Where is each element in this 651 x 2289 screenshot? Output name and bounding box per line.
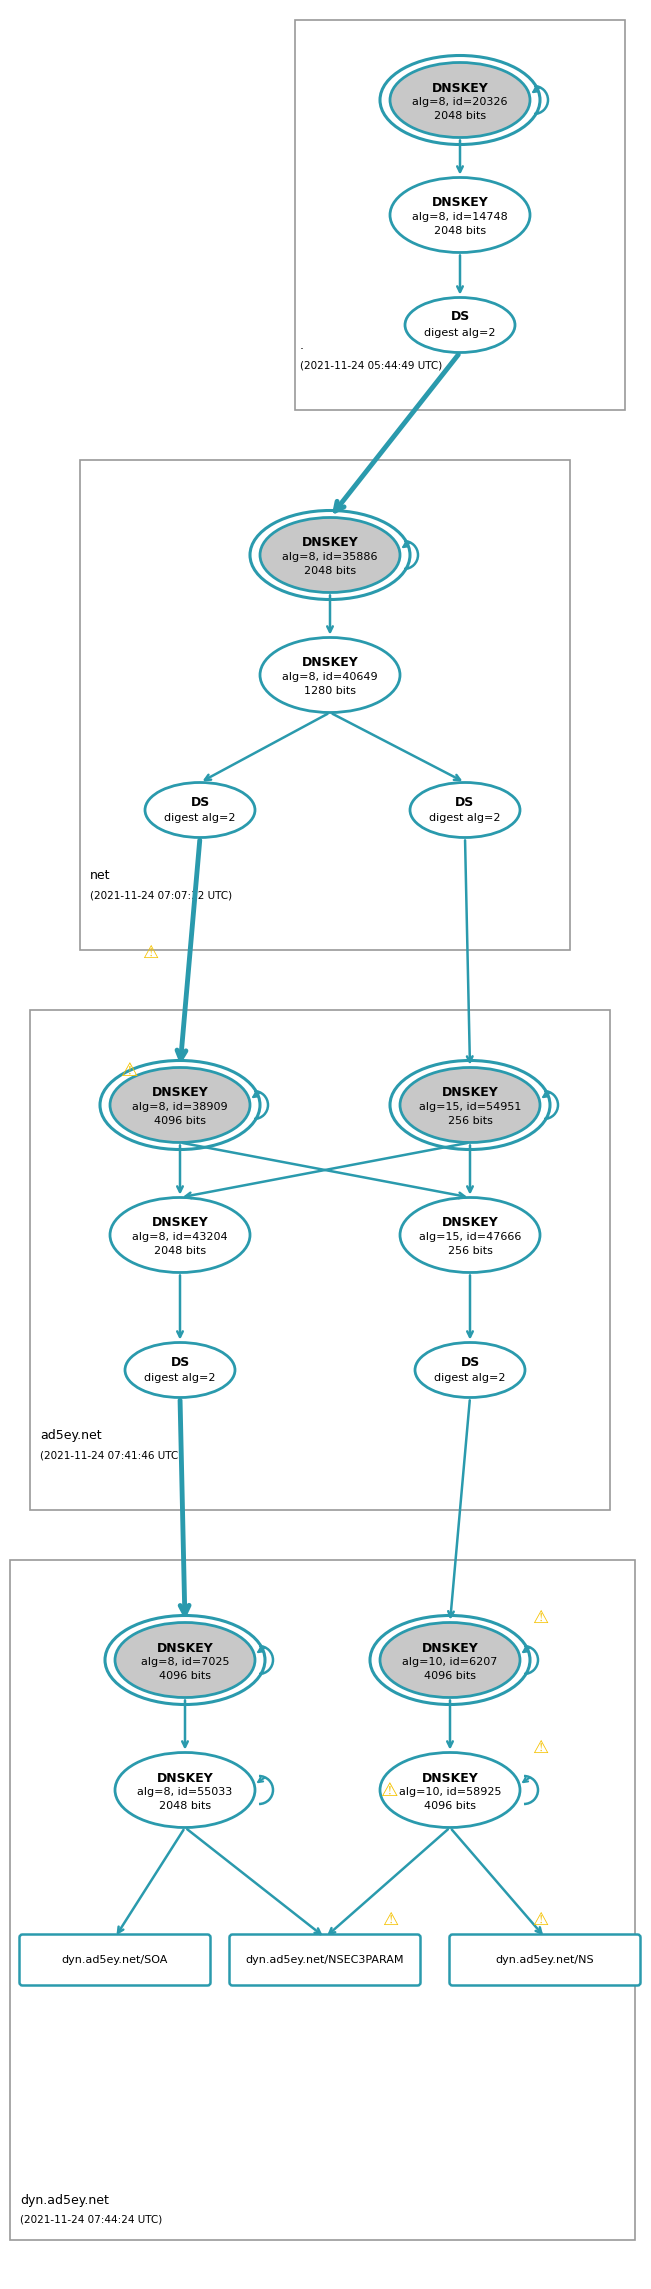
Bar (295, 21, 625, 410)
Text: DNSKEY: DNSKEY (157, 1772, 214, 1785)
Text: dyn.ad5ey.net/NSEC3PARAM: dyn.ad5ey.net/NSEC3PARAM (245, 1955, 404, 1964)
Text: DNSKEY: DNSKEY (152, 1215, 208, 1229)
Ellipse shape (110, 1197, 250, 1273)
Ellipse shape (115, 1623, 255, 1698)
Ellipse shape (115, 1753, 255, 1827)
Text: alg=8, id=43204: alg=8, id=43204 (132, 1231, 228, 1243)
Text: alg=8, id=40649: alg=8, id=40649 (282, 673, 378, 682)
Text: alg=8, id=38909: alg=8, id=38909 (132, 1101, 228, 1112)
Text: DNSKEY: DNSKEY (422, 1641, 478, 1655)
Ellipse shape (405, 298, 515, 353)
Text: 2048 bits: 2048 bits (434, 227, 486, 236)
Text: alg=10, id=58925: alg=10, id=58925 (399, 1788, 501, 1797)
FancyBboxPatch shape (20, 1934, 210, 1985)
Text: digest alg=2: digest alg=2 (429, 813, 501, 824)
Text: ⚠: ⚠ (142, 943, 158, 961)
Text: ⚠: ⚠ (532, 1911, 548, 1930)
Bar (10, 1561, 635, 2241)
Ellipse shape (260, 639, 400, 712)
Ellipse shape (400, 1197, 540, 1273)
Text: (2021-11-24 05:44:49 UTC): (2021-11-24 05:44:49 UTC) (300, 359, 442, 371)
Text: alg=8, id=14748: alg=8, id=14748 (412, 213, 508, 222)
Text: DS: DS (171, 1355, 189, 1369)
FancyBboxPatch shape (230, 1934, 421, 1985)
Text: 4096 bits: 4096 bits (154, 1117, 206, 1126)
Text: digest alg=2: digest alg=2 (424, 327, 496, 339)
Text: 1280 bits: 1280 bits (304, 687, 356, 696)
Text: alg=10, id=6207: alg=10, id=6207 (402, 1657, 497, 1666)
Text: DNSKEY: DNSKEY (441, 1215, 499, 1229)
Text: DS: DS (460, 1355, 480, 1369)
Text: dyn.ad5ey.net/NS: dyn.ad5ey.net/NS (495, 1955, 594, 1964)
Ellipse shape (390, 62, 530, 137)
Text: digest alg=2: digest alg=2 (434, 1373, 506, 1383)
Text: DNSKEY: DNSKEY (432, 82, 488, 94)
Ellipse shape (260, 517, 400, 593)
Ellipse shape (415, 1344, 525, 1399)
Ellipse shape (110, 1067, 250, 1142)
Text: net: net (90, 870, 111, 881)
Text: alg=15, id=54951: alg=15, id=54951 (419, 1101, 521, 1112)
Text: 256 bits: 256 bits (448, 1245, 492, 1257)
Text: 4096 bits: 4096 bits (424, 1801, 476, 1811)
Text: alg=8, id=7025: alg=8, id=7025 (141, 1657, 229, 1666)
Text: .: . (300, 339, 304, 353)
Bar (80, 460, 570, 950)
Text: digest alg=2: digest alg=2 (164, 813, 236, 824)
Ellipse shape (125, 1344, 235, 1399)
Text: dyn.ad5ey.net: dyn.ad5ey.net (20, 2193, 109, 2207)
Text: ⚠: ⚠ (532, 1609, 548, 1627)
Bar (30, 1009, 610, 1511)
Text: 4096 bits: 4096 bits (159, 1671, 211, 1680)
Text: ad5ey.net: ad5ey.net (40, 1428, 102, 1442)
Text: DS: DS (450, 311, 469, 323)
Ellipse shape (410, 783, 520, 838)
Text: 2048 bits: 2048 bits (304, 565, 356, 577)
Text: ⚠: ⚠ (121, 1060, 139, 1080)
Text: 2048 bits: 2048 bits (159, 1801, 211, 1811)
Text: DNSKEY: DNSKEY (422, 1772, 478, 1785)
Text: (2021-11-24 07:41:46 UTC): (2021-11-24 07:41:46 UTC) (40, 1449, 182, 1460)
Ellipse shape (400, 1067, 540, 1142)
FancyBboxPatch shape (449, 1934, 641, 1985)
Text: DNSKEY: DNSKEY (432, 197, 488, 211)
Ellipse shape (380, 1753, 520, 1827)
Text: 2048 bits: 2048 bits (154, 1245, 206, 1257)
Text: dyn.ad5ey.net/SOA: dyn.ad5ey.net/SOA (62, 1955, 168, 1964)
Text: DS: DS (456, 797, 475, 808)
Text: alg=8, id=55033: alg=8, id=55033 (137, 1788, 232, 1797)
Ellipse shape (380, 1623, 520, 1698)
Text: 4096 bits: 4096 bits (424, 1671, 476, 1680)
Text: DNSKEY: DNSKEY (157, 1641, 214, 1655)
Ellipse shape (390, 179, 530, 252)
Text: alg=8, id=20326: alg=8, id=20326 (412, 96, 508, 108)
Text: DNSKEY: DNSKEY (301, 657, 358, 668)
Text: DNSKEY: DNSKEY (441, 1087, 499, 1099)
Text: DNSKEY: DNSKEY (152, 1087, 208, 1099)
Text: ⚠: ⚠ (382, 1911, 398, 1930)
Text: alg=15, id=47666: alg=15, id=47666 (419, 1231, 521, 1243)
Text: DS: DS (190, 797, 210, 808)
Text: digest alg=2: digest alg=2 (145, 1373, 215, 1383)
Text: 2048 bits: 2048 bits (434, 110, 486, 121)
Text: (2021-11-24 07:07:32 UTC): (2021-11-24 07:07:32 UTC) (90, 890, 232, 900)
Text: ⚠: ⚠ (381, 1781, 399, 1799)
Text: ⚠: ⚠ (532, 1740, 548, 1756)
Text: (2021-11-24 07:44:24 UTC): (2021-11-24 07:44:24 UTC) (20, 2216, 162, 2225)
Text: 256 bits: 256 bits (448, 1117, 492, 1126)
Text: DNSKEY: DNSKEY (301, 536, 358, 549)
Text: alg=8, id=35886: alg=8, id=35886 (283, 552, 378, 563)
Ellipse shape (145, 783, 255, 838)
